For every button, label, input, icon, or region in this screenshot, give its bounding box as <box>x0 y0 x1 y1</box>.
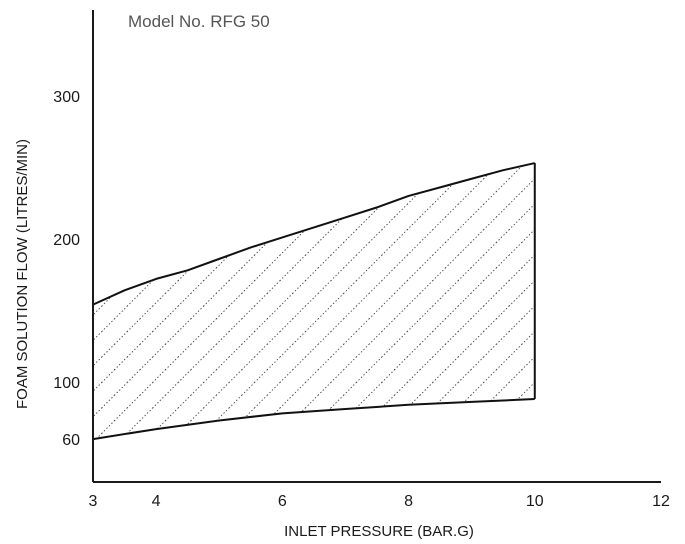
chart-title: Model No. RFG 50 <box>128 12 270 31</box>
y-tick-labels: 60 100 200 300 <box>53 89 80 449</box>
series-lines <box>92 162 536 441</box>
x-tick-label: 6 <box>278 493 287 510</box>
x-tick-label: 12 <box>652 493 670 510</box>
operating-range-area <box>93 163 535 440</box>
y-tick-label: 100 <box>53 375 80 392</box>
upper-bound-line <box>92 162 535 306</box>
y-tick-label: 300 <box>53 89 80 106</box>
x-tick-label: 8 <box>404 493 413 510</box>
y-axis-label: FOAM SOLUTION FLOW (LITRES/MIN) <box>14 139 31 409</box>
x-tick-labels: 3 4 6 8 10 12 <box>89 493 670 510</box>
shaded-region-layer <box>93 163 535 440</box>
x-tick-label: 4 <box>152 493 161 510</box>
y-tick-label: 60 <box>62 432 80 449</box>
x-tick-label: 3 <box>89 493 98 510</box>
x-tick-label: 10 <box>526 493 544 510</box>
x-axis-label: INLET PRESSURE (BAR.G) <box>284 523 474 540</box>
y-tick-label: 200 <box>53 232 80 249</box>
lower-bound-line <box>92 398 535 441</box>
